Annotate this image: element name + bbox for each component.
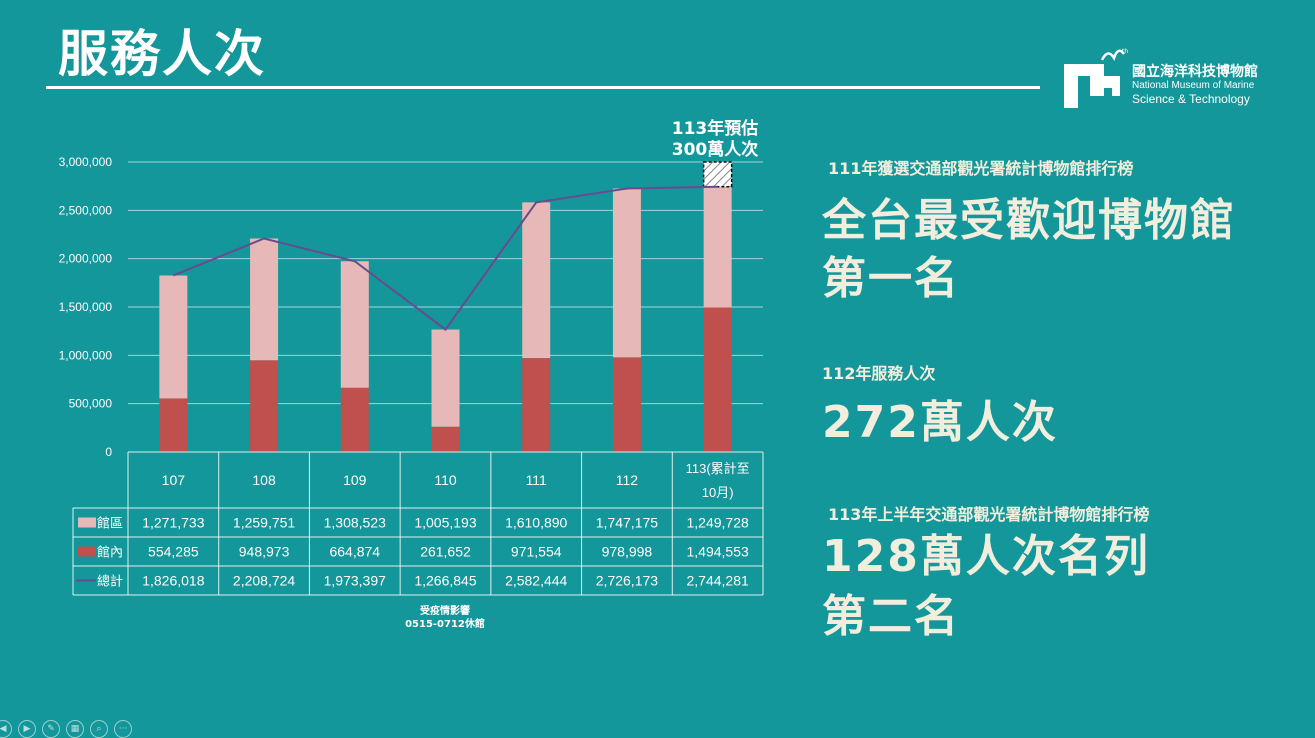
total-line (172, 185, 718, 331)
bar-outer (340, 261, 369, 388)
svg-text:th: th (1122, 48, 1128, 55)
next-icon[interactable]: ▶ (18, 720, 36, 738)
covid-note-line1: 受疫情影響 (420, 606, 470, 617)
x-category-label: 110 (434, 472, 457, 488)
slide-title: 服務人次 (58, 25, 266, 83)
y-tick-label: 1,500,000 (59, 300, 113, 314)
y-tick-label: 500,000 (69, 397, 113, 411)
table-value: 1,826,018 (142, 573, 204, 589)
table-value: 1,266,845 (414, 573, 476, 589)
table-value: 2,582,444 (505, 573, 567, 589)
y-tick-label: 2,000,000 (59, 252, 113, 266)
legend-swatch (78, 517, 96, 528)
bar-outer (703, 186, 732, 308)
table-value: 2,208,724 (233, 573, 295, 589)
bar-outer (431, 329, 460, 427)
y-tick-label: 1,000,000 (59, 348, 113, 362)
y-tick-label: 2,500,000 (59, 203, 113, 217)
table-value: 971,554 (511, 544, 562, 560)
bar-inner (612, 357, 641, 452)
table-value: 1,494,553 (686, 544, 748, 560)
logo-name-en-line1: National Museum of Marine (1132, 80, 1255, 91)
zoom-icon[interactable]: ⌕ (90, 720, 108, 738)
visitors-2023-headline: 272萬人次 (822, 397, 1058, 448)
x-category-label: 108 (252, 472, 276, 488)
x-category-label: 107 (162, 472, 186, 488)
table-value: 978,998 (602, 544, 653, 560)
most-popular-museum-headline: 全台最受歡迎博物館 (822, 195, 1236, 246)
bar-inner (340, 387, 369, 452)
rank-first-headline: 第一名 (822, 253, 960, 304)
ranking-2022-caption: 111年獲選交通部觀光署統計博物館排行榜 (828, 159, 1134, 178)
legend-label: 館內 (97, 545, 123, 560)
ranking-2024-caption: 113年上半年交通部觀光署統計博物館排行榜 (828, 505, 1150, 524)
slideshow-toolbar: ◀ ▶ ✎ ▦ ⌕ ··· (0, 720, 132, 738)
museum-logo-icon: th (1064, 48, 1128, 108)
legend-label: 總計 (97, 574, 123, 589)
bar-inner (703, 307, 732, 452)
bar-inner (431, 426, 460, 452)
table-value: 1,249,728 (686, 515, 748, 531)
bar-outer (159, 275, 188, 399)
legend-label: 館區 (97, 516, 123, 531)
table-value: 1,973,397 (324, 573, 386, 589)
table-value: 1,308,523 (324, 515, 386, 531)
table-value: 2,744,281 (686, 573, 748, 589)
logo-name-zh: 國立海洋科技博物館 (1132, 64, 1258, 80)
x-category-label: 113(累計至 (686, 461, 750, 476)
x-category-label: 112 (616, 472, 639, 488)
x-category-label: 111 (526, 472, 547, 488)
more-icon[interactable]: ··· (114, 720, 132, 738)
table-value: 1,610,890 (505, 515, 567, 531)
bar-inner (522, 358, 551, 452)
pen-icon[interactable]: ✎ (42, 720, 60, 738)
estimate-label-line2: 300萬人次 (671, 140, 759, 160)
bar-inner (250, 360, 279, 452)
estimate-label-line1: 113年預估 (671, 119, 759, 139)
table-value: 1,271,733 (142, 515, 204, 531)
bar-outer (250, 238, 279, 361)
estimate-box (702, 161, 733, 188)
visitors-2023-caption: 112年服務人次 (822, 364, 936, 383)
covid-note-line2: 0515-0712休館 (405, 619, 485, 630)
slides-icon[interactable]: ▦ (66, 720, 84, 738)
title-divider (46, 86, 1040, 89)
table-value: 261,652 (420, 544, 471, 560)
visitor-chart: 0 500,000 1,000,000 1,500,000 2,000,000 2,500… (59, 155, 764, 596)
prev-icon[interactable]: ◀ (0, 720, 12, 738)
bar-outer (612, 188, 641, 358)
table-value: 2,726,173 (596, 573, 658, 589)
logo-name-en-line2: Science & Technology (1132, 92, 1250, 106)
museum-logo: th 國立海洋科技博物館 National Museum of Marine S… (1062, 46, 1282, 112)
table-value: 664,874 (329, 544, 380, 560)
x-category-label: 10月) (702, 485, 734, 500)
table-value: 554,285 (148, 544, 199, 560)
bar-outer (522, 202, 551, 359)
y-tick-label: 0 (105, 445, 112, 459)
table-value: 1,747,175 (596, 515, 658, 531)
bar-inner (159, 398, 188, 452)
y-tick-label: 3,000,000 (59, 155, 113, 169)
table-value: 948,973 (239, 544, 290, 560)
visitors-2024-headline: 128萬人次名列 (822, 531, 1150, 582)
rank-second-headline: 第二名 (822, 591, 960, 642)
table-value: 1,259,751 (233, 515, 295, 531)
legend-swatch (78, 546, 96, 557)
x-category-label: 109 (343, 472, 367, 488)
table-value: 1,005,193 (414, 515, 476, 531)
